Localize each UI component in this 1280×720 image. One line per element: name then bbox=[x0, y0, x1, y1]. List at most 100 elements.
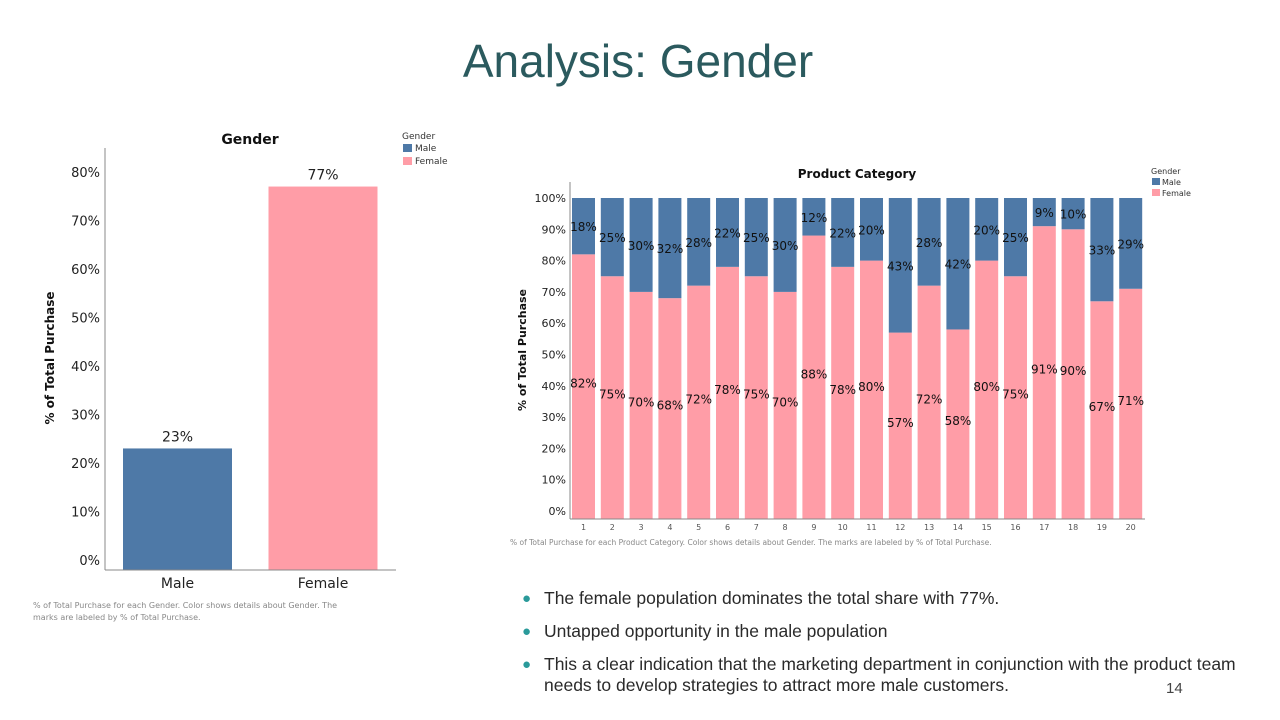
product-male-label: 30% bbox=[628, 239, 655, 253]
insight-item: ● This a clear indication that the market… bbox=[520, 654, 1260, 696]
product-male-label: 18% bbox=[570, 220, 597, 234]
gender-caption-line: marks are labeled by % of Total Purchase… bbox=[33, 613, 201, 622]
product-bar-male bbox=[600, 198, 624, 277]
product-x-label: 4 bbox=[667, 523, 672, 532]
gender-y-tick: 20% bbox=[71, 457, 100, 472]
product-bar-female bbox=[860, 260, 883, 519]
product-x-label: 12 bbox=[895, 523, 905, 532]
gender-y-tick: 10% bbox=[71, 506, 100, 521]
product-male-label: 28% bbox=[916, 236, 943, 250]
gender-chart-title: Gender bbox=[221, 132, 278, 148]
gender-chart-ylabel: % of Total Purchase bbox=[43, 291, 57, 424]
product-x-label: 18 bbox=[1068, 523, 1078, 532]
product-x-label: 8 bbox=[783, 523, 788, 532]
gender-caption-line: % of Total Purchase for each Gender. Col… bbox=[33, 601, 337, 610]
product-y-tick: 20% bbox=[542, 442, 566, 455]
insight-text: The female population dominates the tota… bbox=[544, 588, 1000, 608]
product-bar-female bbox=[658, 298, 682, 519]
product-bar-female bbox=[1032, 226, 1056, 520]
product-category-chart: Product Category % of Total Purchase 0% 1… bbox=[510, 167, 1191, 547]
product-male-label: 30% bbox=[772, 239, 799, 253]
product-male-label: 43% bbox=[887, 259, 914, 273]
gender-legend-male-swatch bbox=[403, 144, 412, 152]
product-y-tick: 90% bbox=[542, 223, 566, 236]
product-male-label: 25% bbox=[1002, 231, 1029, 245]
product-bar-female bbox=[600, 276, 624, 519]
product-legend-title: Gender bbox=[1151, 167, 1181, 176]
gender-caption: % of Total Purchase for each Gender. Col… bbox=[33, 601, 337, 622]
product-bar-male bbox=[1004, 198, 1027, 277]
product-female-label: 78% bbox=[714, 383, 741, 397]
product-female-label: 71% bbox=[1117, 394, 1144, 408]
product-female-label: 75% bbox=[1002, 388, 1029, 402]
product-female-label: 80% bbox=[858, 380, 885, 394]
product-x-label: 15 bbox=[982, 523, 992, 532]
product-female-label: 80% bbox=[973, 380, 1000, 394]
product-y-tick: 0% bbox=[549, 505, 566, 518]
product-bar-male bbox=[946, 198, 970, 330]
gender-bars: 23% 77% bbox=[123, 168, 378, 571]
product-x-label: 13 bbox=[924, 523, 934, 532]
product-y-tick: 30% bbox=[542, 411, 566, 424]
product-bar-male bbox=[1061, 198, 1085, 230]
product-legend: Gender Male Female bbox=[1151, 167, 1191, 198]
gender-bar-label: 77% bbox=[307, 168, 338, 184]
product-y-tick: 100% bbox=[535, 192, 566, 205]
product-female-label: 75% bbox=[743, 388, 770, 402]
product-bar-male bbox=[629, 198, 653, 292]
product-x-label: 5 bbox=[696, 523, 701, 532]
bullet-dot-icon: ● bbox=[522, 656, 532, 673]
product-chart-ylabel: % of Total Purchase bbox=[516, 289, 529, 411]
gender-legend-title: Gender bbox=[402, 132, 435, 142]
gender-chart: Gender % of Total Purchase 0% 10% 20% 30% 40… bbox=[33, 132, 448, 622]
product-y-tick: 50% bbox=[542, 349, 566, 362]
bullet-dot-icon: ● bbox=[522, 623, 532, 640]
gender-bar-label: 23% bbox=[162, 429, 193, 445]
product-x-label: 9 bbox=[811, 523, 816, 532]
insight-item: ● The female population dominates the tot… bbox=[520, 588, 1260, 609]
product-legend-female-swatch bbox=[1152, 189, 1160, 196]
product-y-tick: 80% bbox=[542, 255, 566, 268]
product-bar-female bbox=[1061, 229, 1085, 520]
product-female-label: 72% bbox=[685, 392, 712, 406]
product-male-label: 25% bbox=[599, 231, 626, 245]
product-bar-female bbox=[946, 329, 970, 519]
gender-legend-female: Female bbox=[415, 157, 448, 167]
product-y-tick: 10% bbox=[542, 474, 566, 487]
product-female-label: 72% bbox=[916, 392, 943, 406]
product-bar-male bbox=[658, 198, 682, 299]
gender-y-tick: 70% bbox=[71, 215, 100, 230]
gender-y-tick: 0% bbox=[79, 554, 100, 569]
product-bar-male bbox=[716, 198, 739, 267]
product-male-label: 10% bbox=[1060, 208, 1087, 222]
gender-bar-male bbox=[123, 448, 232, 570]
product-legend-female: Female bbox=[1162, 189, 1191, 198]
slide-title: Analysis: Gender bbox=[462, 35, 814, 87]
insights-list: ● The female population dominates the tot… bbox=[520, 588, 1260, 708]
bullet-dot-icon: ● bbox=[522, 590, 532, 607]
product-bar-male bbox=[975, 198, 999, 261]
product-x-label: 2 bbox=[610, 523, 615, 532]
product-male-label: 32% bbox=[657, 242, 684, 256]
product-bar-female bbox=[917, 285, 941, 519]
product-x-label: 17 bbox=[1039, 523, 1049, 532]
product-bar-female bbox=[831, 266, 855, 519]
page-number: 14 bbox=[1166, 680, 1183, 697]
gender-legend-male: Male bbox=[415, 144, 437, 154]
product-bar-male bbox=[773, 198, 797, 292]
product-female-label: 67% bbox=[1089, 400, 1116, 414]
product-female-label: 57% bbox=[887, 416, 914, 430]
gender-y-tick: 50% bbox=[71, 312, 100, 327]
product-male-label: 22% bbox=[714, 226, 741, 240]
product-x-label: 7 bbox=[754, 523, 759, 532]
product-bar-male bbox=[572, 198, 595, 255]
product-male-label: 29% bbox=[1117, 237, 1144, 251]
product-male-label: 25% bbox=[743, 231, 770, 245]
product-bar-female bbox=[802, 235, 826, 519]
product-male-label: 42% bbox=[945, 258, 972, 272]
gender-y-tick: 40% bbox=[71, 360, 100, 375]
product-bar-female bbox=[687, 285, 711, 519]
product-male-label: 28% bbox=[685, 236, 712, 250]
product-x-label: 1 bbox=[581, 523, 586, 532]
